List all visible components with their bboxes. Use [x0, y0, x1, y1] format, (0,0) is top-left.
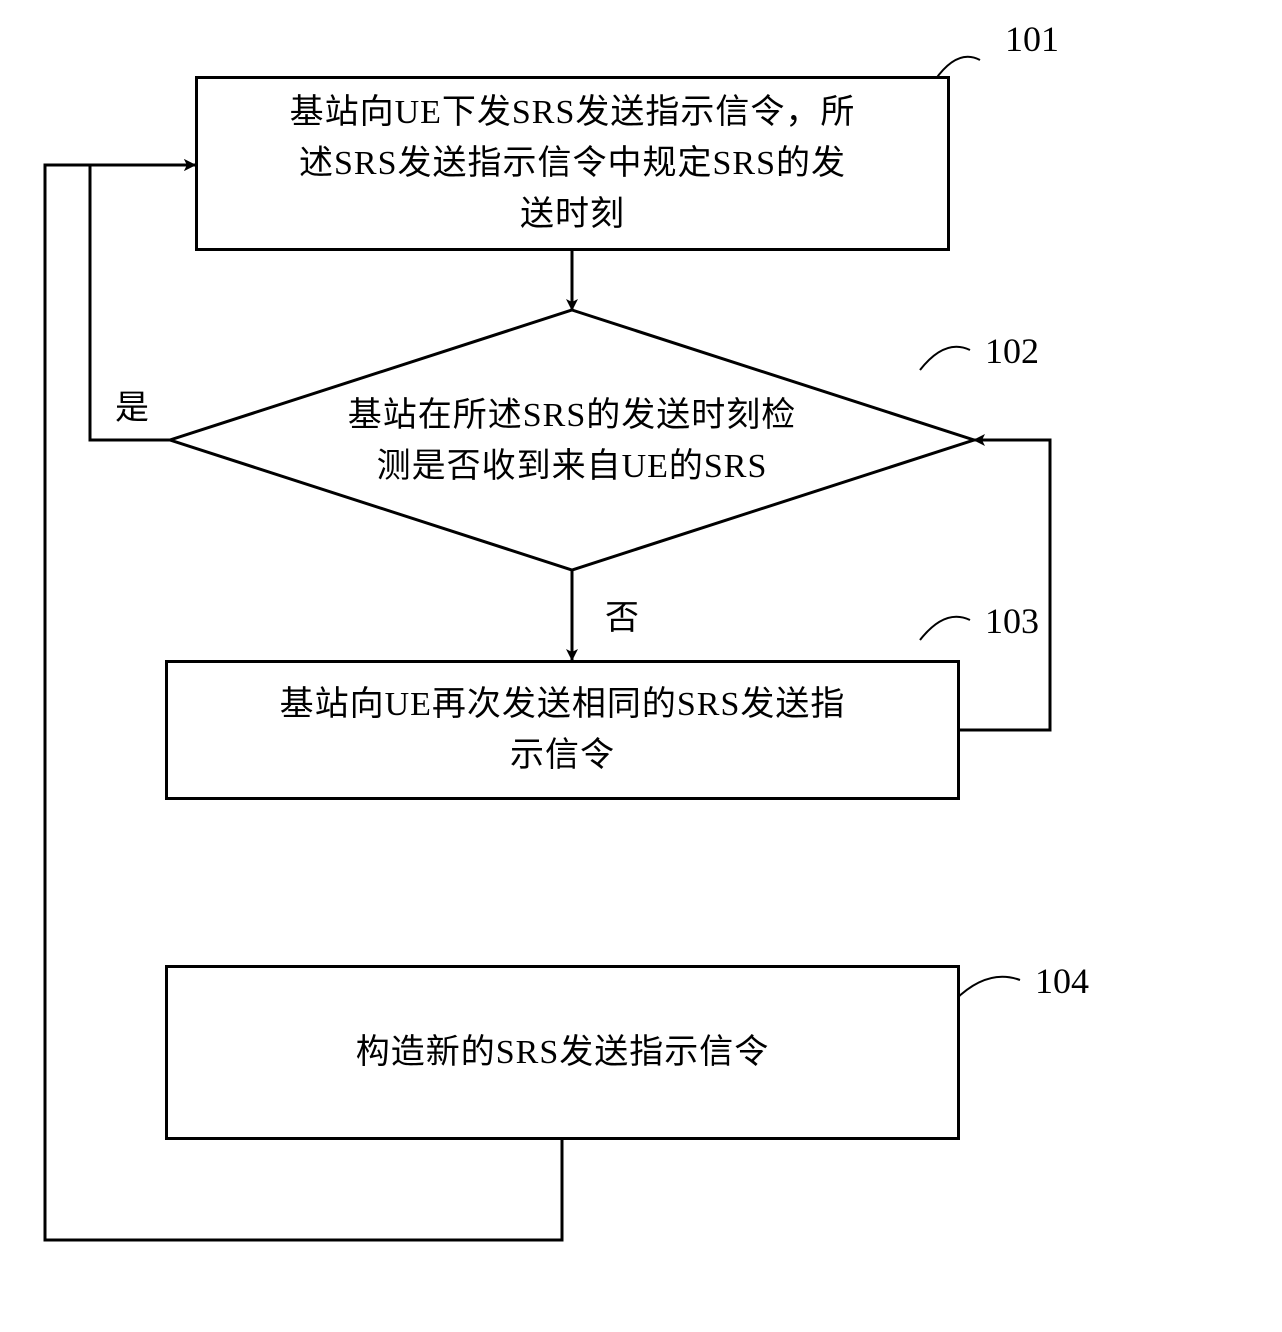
step-103-text: 基站向UE再次发送相同的SRS发送指 示信令 [280, 679, 846, 781]
step-103-box: 基站向UE再次发送相同的SRS发送指 示信令 [165, 660, 960, 800]
step-104-label: 104 [1035, 960, 1089, 1002]
step-101-box: 基站向UE下发SRS发送指示信令，所 述SRS发送指示信令中规定SRS的发 送时… [195, 76, 950, 251]
step-102-label: 102 [985, 330, 1039, 372]
step-101-text: 基站向UE下发SRS发送指示信令，所 述SRS发送指示信令中规定SRS的发 送时… [290, 87, 856, 240]
step-104-text: 构造新的SRS发送指示信令 [356, 1027, 770, 1078]
step-103-label: 103 [985, 600, 1039, 642]
step-104-box: 构造新的SRS发送指示信令 [165, 965, 960, 1140]
edge-label-no: 否 [605, 590, 639, 639]
edge-label-yes: 是 [115, 380, 149, 429]
step-101-label: 101 [1005, 18, 1059, 60]
step-102-text: 基站在所述SRS的发送时刻检 测是否收到来自UE的SRS [292, 390, 852, 492]
